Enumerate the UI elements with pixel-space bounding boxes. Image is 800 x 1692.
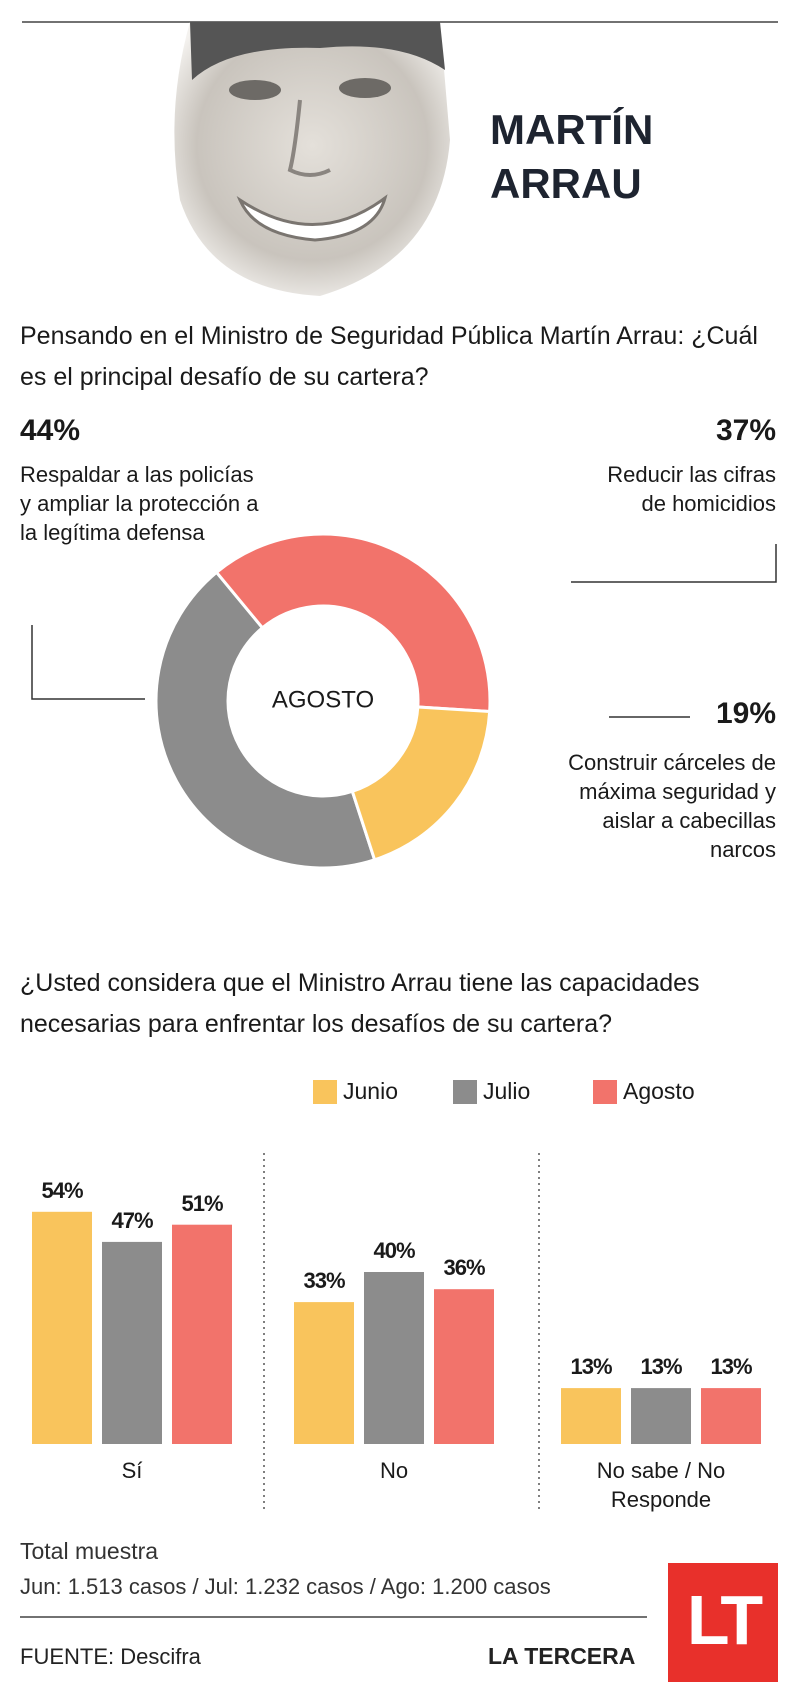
value-label: 36% [443,1255,485,1281]
value-label: 37% [715,414,776,447]
value-label: 13% [640,1354,682,1380]
question: Pensando en el Ministro de Seguridad Púb… [20,322,758,391]
sample-detail: Jun: 1.513 casos / Jul: 1.232 casos / Ag… [20,1574,551,1599]
value-label: 13% [710,1354,752,1380]
bar [294,1302,354,1444]
bar [434,1289,494,1444]
value-label: 54% [41,1177,83,1203]
donut-slice [350,705,492,862]
value-label: 44% [20,414,81,447]
person-name: MARTÍN ARRAU [490,103,653,211]
bar [172,1224,232,1444]
value-label: 51% [181,1190,223,1216]
bar [561,1388,621,1444]
value-label: 13% [570,1354,612,1380]
donut-slice [214,532,492,714]
legend-swatch [593,1080,617,1104]
value-label: 40% [373,1238,415,1263]
leader-line [571,544,777,583]
question: ¿Usted considera que el Ministro Arrau t… [20,969,700,1038]
name-line: MARTÍN [490,106,654,153]
bar [364,1272,424,1444]
leader-line [31,625,145,700]
category-label: No sabe / No Responde [596,1458,726,1512]
legend-label: Julio [483,1078,531,1104]
legend-swatch [313,1080,337,1104]
value-label: 33% [303,1268,345,1294]
category-label: Respaldar a las policías y ampliar la pr… [20,462,259,545]
category-label: Reducir las cifras de homicidios [607,462,776,516]
category-label: Sí [121,1458,143,1483]
leader-lines [31,544,777,718]
bar [102,1241,162,1444]
donut-slice [154,570,377,870]
legend-label: Agosto [623,1078,695,1104]
value-label: 19% [715,697,776,730]
bar [701,1388,761,1444]
sample-title: Total muestra [20,1538,159,1564]
logo-box [668,1563,778,1682]
category-label: No [379,1458,409,1483]
value-label: 47% [111,1207,153,1233]
logo: LT [686,1581,763,1659]
legend-label: Junio [343,1078,398,1104]
portrait [174,22,450,296]
center-label: AGOSTO [272,686,374,713]
bar [631,1388,691,1444]
category-label: Construir cárceles de máxima seguridad y… [568,750,776,862]
name-line: ARRAU [490,160,642,207]
bar [32,1211,92,1444]
brand: LA TERCERA [488,1643,636,1669]
source: FUENTE: Descifra [20,1644,201,1669]
legend-swatch [453,1080,477,1104]
